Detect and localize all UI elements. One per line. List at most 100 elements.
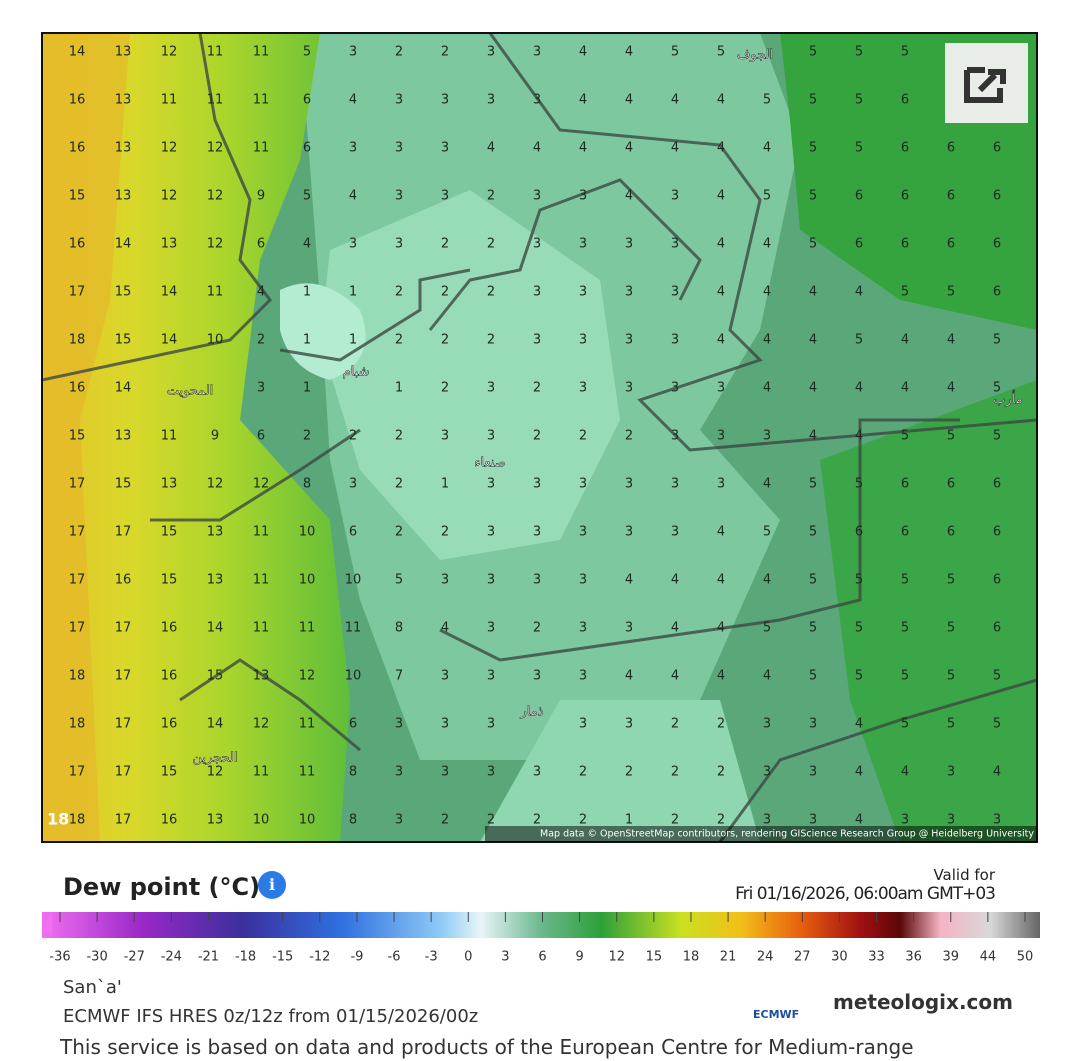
grid-value: 4 xyxy=(671,669,679,684)
grid-value: 17 xyxy=(115,765,132,780)
grid-value: 3 xyxy=(441,765,449,780)
grid-value: 2 xyxy=(395,285,403,300)
grid-value: 3 xyxy=(671,237,679,252)
grid-value: 3 xyxy=(533,237,541,252)
scale-label: -9 xyxy=(350,950,363,965)
grid-value: 16 xyxy=(115,573,132,588)
grid-value: 2 xyxy=(395,45,403,60)
grid-value: 15 xyxy=(115,333,132,348)
grid-value: 3 xyxy=(625,525,633,540)
grid-value: 3 xyxy=(625,621,633,636)
grid-value: 6 xyxy=(947,141,955,156)
scale-label: -27 xyxy=(124,950,145,965)
grid-value: 6 xyxy=(855,189,863,204)
grid-value: 11 xyxy=(345,621,362,636)
grid-value: 12 xyxy=(161,141,178,156)
grid-value: 3 xyxy=(625,237,633,252)
grid-value: 1 xyxy=(303,381,311,396)
grid-value: 15 xyxy=(115,477,132,492)
grid-value: 12 xyxy=(161,45,178,60)
grid-value: 15 xyxy=(207,669,224,684)
grid-value: 11 xyxy=(253,621,270,636)
grid-value: 4 xyxy=(947,333,955,348)
grid-value: 18 xyxy=(69,717,86,732)
grid-value: 4 xyxy=(855,765,863,780)
valid-time: Fri 01/16/2026, 06:00am GMT+03 xyxy=(735,884,996,904)
grid-value: 16 xyxy=(161,621,178,636)
grid-value: 6 xyxy=(993,477,1001,492)
legend-title: Dew point (°C) xyxy=(63,873,261,901)
grid-value: 4 xyxy=(947,381,955,396)
grid-value: 2 xyxy=(579,429,587,444)
grid-value: 16 xyxy=(69,93,86,108)
grid-value: 4 xyxy=(763,381,771,396)
grid-value: 11 xyxy=(253,45,270,60)
grid-value: 3 xyxy=(625,717,633,732)
grid-value: 6 xyxy=(901,189,909,204)
grid-value: 3 xyxy=(441,141,449,156)
grid-value: 13 xyxy=(115,429,132,444)
grid-value: 3 xyxy=(763,429,771,444)
grid-value: 5 xyxy=(901,45,909,60)
scale-label: 18 xyxy=(683,950,700,965)
grid-value: 10 xyxy=(299,573,316,588)
grid-value: 11 xyxy=(207,45,224,60)
grid-value: 3 xyxy=(579,477,587,492)
grid-value: 4 xyxy=(901,765,909,780)
grid-value: 4 xyxy=(625,189,633,204)
grid-value: 3 xyxy=(671,477,679,492)
scale-label: 33 xyxy=(868,950,885,965)
grid-value: 4 xyxy=(855,285,863,300)
grid-value: 4 xyxy=(625,93,633,108)
grid-value: 4 xyxy=(671,93,679,108)
grid-value: 13 xyxy=(115,93,132,108)
grid-value: 12 xyxy=(161,189,178,204)
grid-value: 5 xyxy=(901,669,909,684)
grid-value: 4 xyxy=(901,381,909,396)
scale-label: 21 xyxy=(720,950,737,965)
grid-value: 11 xyxy=(253,93,270,108)
grid-value: 6 xyxy=(901,141,909,156)
grid-value: 3 xyxy=(947,765,955,780)
grid-value: 5 xyxy=(993,717,1001,732)
grid-value: 6 xyxy=(303,141,311,156)
grid-value: 4 xyxy=(763,333,771,348)
grid-value: 5 xyxy=(303,189,311,204)
grid-value: 6 xyxy=(947,237,955,252)
grid-value: 3 xyxy=(395,189,403,204)
share-button[interactable] xyxy=(945,43,1028,123)
grid-value: 4 xyxy=(717,573,725,588)
grid-value: 1 xyxy=(625,813,633,828)
grid-value: 11 xyxy=(207,93,224,108)
grid-value: 1 xyxy=(441,477,449,492)
grid-value: 6 xyxy=(349,717,357,732)
grid-value: 3 xyxy=(533,189,541,204)
grid-value: 6 xyxy=(901,525,909,540)
grid-value: 12 xyxy=(207,477,224,492)
grid-value: 14 xyxy=(207,717,224,732)
grid-value: 3 xyxy=(487,93,495,108)
grid-value: 2 xyxy=(717,813,725,828)
grid-value: 12 xyxy=(299,669,316,684)
grid-value: 4 xyxy=(717,525,725,540)
info-button[interactable]: i xyxy=(258,871,286,899)
grid-value: 6 xyxy=(993,525,1001,540)
scale-label: -36 xyxy=(49,950,70,965)
grid-value: 3 xyxy=(579,381,587,396)
grid-value: 15 xyxy=(69,189,86,204)
grid-value: 3 xyxy=(717,477,725,492)
grid-value: 4 xyxy=(579,141,587,156)
grid-value: 2 xyxy=(671,765,679,780)
grid-value: 7 xyxy=(395,669,403,684)
grid-value: 4 xyxy=(671,573,679,588)
grid-value: 4 xyxy=(855,429,863,444)
ecmwf-logo: ECMWF xyxy=(753,1008,800,1021)
grid-value: 14 xyxy=(161,285,178,300)
grid-value: 13 xyxy=(161,477,178,492)
grid-value: 17 xyxy=(69,765,86,780)
grid-value: 13 xyxy=(115,189,132,204)
grid-value: 4 xyxy=(717,621,725,636)
grid-value: 5 xyxy=(993,669,1001,684)
grid-value: 12 xyxy=(207,765,224,780)
scale-label: 39 xyxy=(942,950,959,965)
